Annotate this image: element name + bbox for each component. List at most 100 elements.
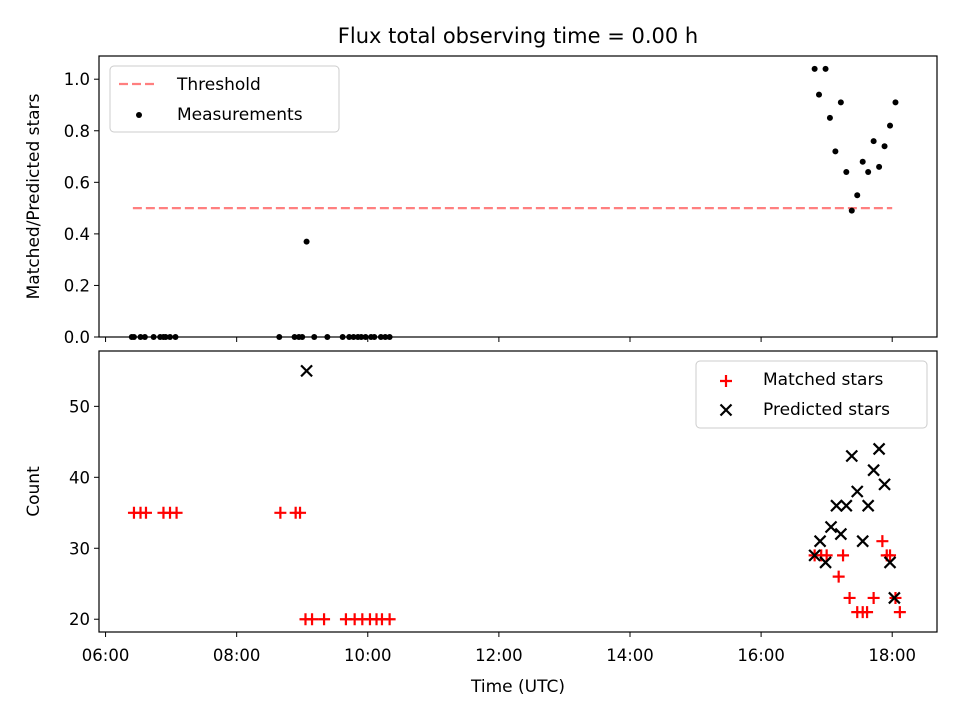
top-ytick-label: 0.4: [64, 225, 90, 244]
bottom-xtick-label: 18:00: [868, 646, 916, 665]
measurements-point: [350, 334, 357, 340]
bottom-axes-frame: [98, 350, 938, 633]
measurements-point: [324, 334, 331, 340]
measurements-point: [382, 334, 389, 340]
legend-matched-label: Matched stars: [763, 370, 883, 390]
top-ytick-label: 0.6: [64, 173, 90, 192]
matched-stars-point: [837, 549, 850, 562]
top-panel: 0.0 0.2 0.4 0.6 0.8 1.0 Matched/Predicted star…: [24, 55, 938, 347]
bottom-xtick-label: 08:00: [213, 646, 261, 665]
predicted-stars-point: [878, 478, 891, 491]
matched-stars-point: [832, 570, 845, 583]
predicted-stars-point: [861, 499, 875, 512]
measurements-point: [854, 192, 861, 199]
measurements-point: [881, 143, 888, 150]
top-ytick-label: 0.0: [64, 328, 90, 347]
legend-predicted-swatch: [719, 403, 733, 417]
predicted-stars-point: [888, 591, 901, 605]
matched-stars-point: [843, 591, 856, 604]
measurements-point: [377, 334, 384, 340]
predicted-stars-point: [300, 364, 313, 378]
bottom-xtick-label: 12:00: [475, 646, 523, 665]
legend-predicted-label: Predicted stars: [763, 400, 890, 420]
measurements-point: [291, 334, 298, 340]
measurements-point: [822, 65, 829, 72]
measurements-point: [870, 138, 877, 145]
matched-stars-point: [294, 506, 307, 519]
measurements-point: [887, 122, 894, 129]
measurements-point: [311, 334, 318, 340]
bottom-ytick-label: 30: [69, 539, 90, 558]
predicted-stars-point: [840, 499, 853, 512]
measurements-point: [303, 238, 310, 245]
measurements-point: [150, 334, 157, 340]
measurements-point: [167, 334, 174, 340]
measurements-point: [843, 169, 850, 176]
measurements-point: [386, 334, 393, 340]
predicted-stars-point: [813, 534, 827, 548]
top-ytick-label: 1.0: [64, 70, 90, 89]
predicted-stars-point: [845, 449, 859, 463]
predicted-stars-point: [819, 556, 832, 569]
predicted-stars-point: [850, 485, 864, 498]
matched-stars-point: [893, 606, 906, 619]
bottom-legend-box: [695, 360, 928, 429]
xlabel: Time (UTC): [470, 677, 565, 697]
legend-matched-swatch: [720, 375, 732, 387]
predicted-stars-point: [867, 463, 880, 477]
bottom-xtick-label: 14:00: [606, 646, 654, 665]
predicted-stars-point: [883, 556, 897, 569]
bottom-xtick-label: 16:00: [737, 646, 785, 665]
matched-stars-point: [318, 613, 331, 626]
measurements-point: [859, 158, 866, 165]
measurements-point: [339, 334, 346, 340]
legend-measurements-label: Measurements: [177, 105, 303, 125]
bottom-ytick-label: 50: [69, 397, 90, 416]
measurements-point: [162, 334, 169, 340]
measurements-point: [299, 334, 306, 340]
measurements-point: [865, 169, 872, 176]
top-ytick-label: 0.8: [64, 122, 90, 141]
measurements-point: [826, 114, 833, 121]
matched-stars-point: [170, 506, 183, 519]
measurements-point: [892, 99, 899, 106]
matched-stars-point: [820, 549, 833, 562]
predicted-stars-point: [872, 442, 886, 456]
measurements-point: [832, 148, 839, 155]
matched-stars-point: [139, 506, 152, 519]
measurements-point: [811, 65, 818, 72]
matched-stars-point: [867, 591, 880, 604]
measurements-point: [346, 334, 353, 340]
bottom-ytick-label: 40: [69, 468, 90, 487]
measurements-point: [358, 334, 365, 340]
top-axes-frame: [98, 55, 938, 338]
matched-stars-point: [861, 606, 874, 619]
legend-measurements-swatch: [136, 112, 142, 118]
measurements-point: [848, 207, 855, 214]
predicted-stars-point: [834, 527, 848, 541]
matched-stars-point: [383, 613, 396, 626]
measurements-point: [137, 334, 144, 340]
bottom-ytick-label: 20: [69, 610, 90, 629]
measurements-point: [876, 163, 883, 170]
measurements-point: [371, 334, 378, 340]
top-legend-box: [109, 65, 340, 133]
measurements-point: [276, 334, 283, 340]
top-ytick-label: 0.2: [64, 276, 90, 295]
matched-stars-point: [876, 535, 889, 548]
bottom-panel: 20 30 40 50 06:00 08:00 10:00 12:00 14:00 16:00 18…: [24, 350, 938, 697]
legend-threshold-label: Threshold: [176, 75, 261, 95]
measurements-point: [141, 334, 148, 340]
measurements-point: [362, 334, 369, 340]
measurements-point: [816, 91, 823, 98]
bottom-xtick-label: 10:00: [344, 646, 392, 665]
bottom-ylabel: Count: [24, 466, 44, 517]
measurements-point: [172, 334, 179, 340]
figure-title: Flux total observing time = 0.00 h: [338, 24, 698, 48]
matched-stars-point: [306, 613, 319, 626]
predicted-stars-point: [808, 549, 821, 562]
bottom-xtick-label: 06:00: [82, 646, 130, 665]
matched-stars-point: [274, 506, 287, 519]
matched-stars-point: [884, 549, 897, 562]
